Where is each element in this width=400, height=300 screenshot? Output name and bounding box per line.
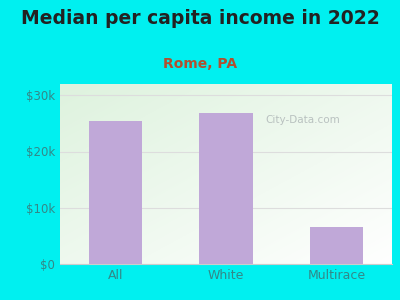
Text: City-Data.com: City-Data.com [265, 115, 340, 125]
Bar [310, 227, 363, 264]
Bar [89, 121, 142, 264]
Text: Rome, PA: Rome, PA [163, 57, 237, 71]
Bar [200, 113, 252, 264]
Text: Median per capita income in 2022: Median per capita income in 2022 [21, 9, 379, 28]
